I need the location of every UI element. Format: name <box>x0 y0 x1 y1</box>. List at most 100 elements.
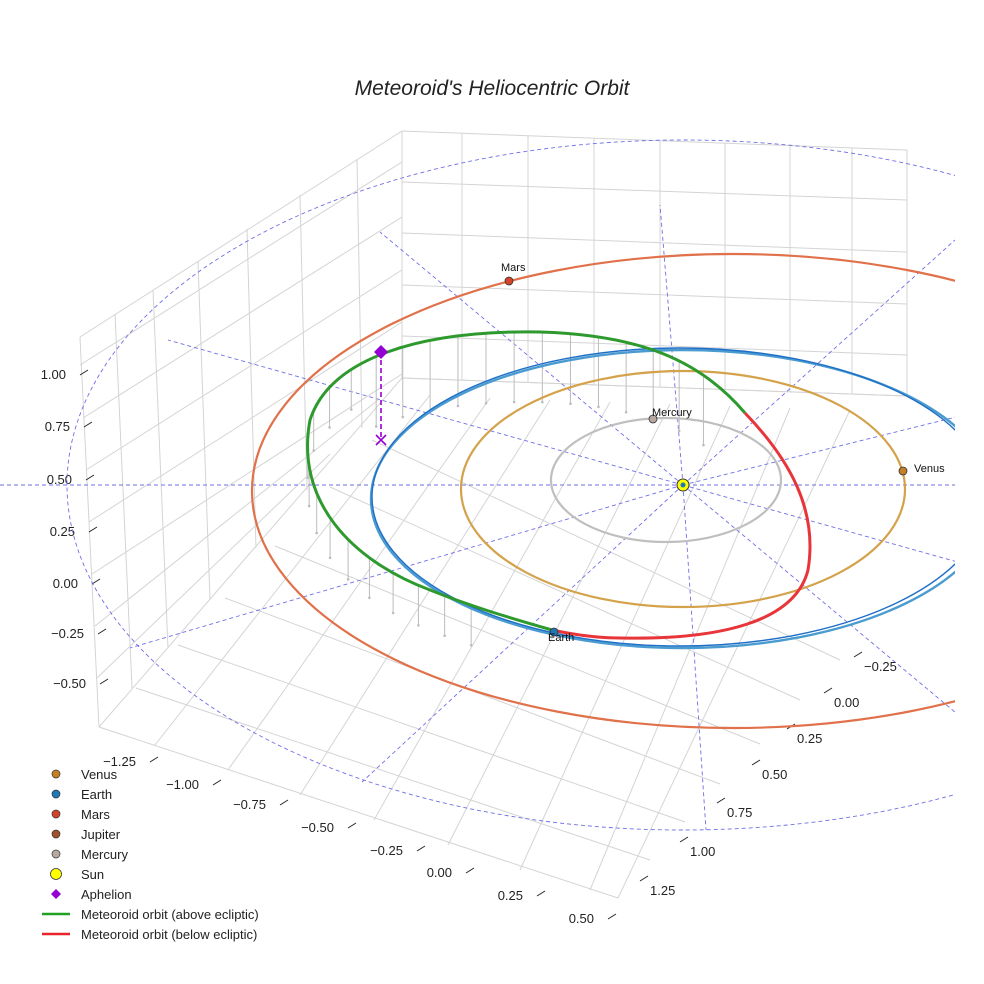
y-tick-label: 0.25 <box>797 731 822 746</box>
legend-marker <box>40 864 72 884</box>
x-tick-label: 0.25 <box>498 888 523 903</box>
dropline-foot <box>312 449 316 452</box>
legend-item-earth: Earth <box>40 784 259 804</box>
aphelion-marker <box>374 345 388 359</box>
dropline-foot <box>417 624 420 627</box>
legend-item-sun: Sun <box>40 864 259 884</box>
dropline-foot <box>624 410 628 414</box>
legend-label: Mars <box>81 806 110 822</box>
x-tick-label: −1.00 <box>166 777 199 792</box>
legend-item-aphelion: Aphelion <box>40 884 259 904</box>
z-tick-mark <box>91 578 101 585</box>
left-wall-grid <box>114 158 363 689</box>
dropline-foot <box>469 643 473 647</box>
legend-label: Sun <box>81 866 105 882</box>
dropline-foot <box>456 404 460 408</box>
y-tick-label: 1.25 <box>650 883 675 898</box>
y-tick-label: 0.50 <box>762 767 787 782</box>
legend-label: Mercury <box>81 846 128 862</box>
x-tick-label: −0.50 <box>301 820 334 835</box>
venus-label: Venus <box>914 463 945 475</box>
y-axis-ticks: −0.25 0.00 0.25 0.50 0.75 1.00 1.25 <box>639 651 897 898</box>
z-tick-label: 0.25 <box>50 524 75 539</box>
venus-orbit <box>459 369 907 609</box>
dropline-foot <box>484 401 488 405</box>
legend-item-mercury: Mercury <box>40 844 259 864</box>
legend-item-mars: Mars <box>40 804 259 824</box>
dropline-foot <box>349 408 353 411</box>
y-tick-mark <box>716 797 726 804</box>
x-tick-mark <box>149 756 159 763</box>
x-tick-label: −0.75 <box>233 797 266 812</box>
dropline-foot <box>443 634 446 637</box>
earth-label: Earth <box>548 632 574 644</box>
legend-marker <box>40 764 72 784</box>
legend-marker <box>40 784 72 804</box>
z-tick-mark <box>88 526 98 533</box>
x-tick-label: 0.00 <box>427 865 452 880</box>
legend-marker <box>40 804 72 824</box>
z-tick-mark <box>97 628 107 635</box>
x-tick-label: 0.50 <box>569 911 594 926</box>
dropline-foot <box>346 578 350 581</box>
legend-label: Jupiter <box>81 826 121 842</box>
aphelion-projection-marker <box>375 434 387 446</box>
dropline-foot <box>374 425 378 428</box>
mars-orbit <box>251 252 955 730</box>
legend: Venus Earth Mars Jupiter Mercury Sun Aphelion M… <box>40 764 259 944</box>
left-wall-grid-h <box>79 161 403 679</box>
x-tick-mark <box>536 890 546 897</box>
earth-planet <box>549 627 559 637</box>
z-tick-label: 0.00 <box>53 576 78 591</box>
dropline-foot <box>328 426 331 429</box>
y-tick-label: 0.75 <box>727 805 752 820</box>
z-axis-ticks: 1.00 0.75 0.50 0.25 0.00 −0.25 −0.50 <box>41 367 109 691</box>
dropline-foot <box>569 402 572 406</box>
z-tick-label: 0.75 <box>45 419 70 434</box>
legend-marker <box>40 884 72 904</box>
legend-label: Meteoroid orbit (below ecliptic) <box>81 926 258 942</box>
legend-label: Meteoroid orbit (above ecliptic) <box>81 906 259 922</box>
x-tick-mark <box>279 799 289 806</box>
dropline-foot <box>306 476 310 480</box>
earth-orbit <box>369 348 955 650</box>
x-tick-mark <box>347 822 357 829</box>
dropline-foot <box>391 611 395 615</box>
x-tick-mark <box>465 867 475 874</box>
dropline-foot <box>512 400 516 404</box>
mars-planet <box>504 276 514 286</box>
orbit-droplines <box>306 332 705 647</box>
x-tick-label: −0.25 <box>370 843 403 858</box>
z-tick-mark <box>85 474 95 481</box>
z-tick-mark <box>83 421 93 428</box>
x-tick-mark <box>212 779 222 786</box>
earth-orbit-inner <box>371 347 955 647</box>
y-tick-mark <box>751 759 761 766</box>
z-tick-mark <box>79 369 89 376</box>
legend-label: Earth <box>81 786 113 802</box>
y-tick-mark <box>823 687 833 694</box>
y-tick-label: 1.00 <box>690 844 715 859</box>
legend-marker <box>40 924 72 944</box>
right-wall-grid-h <box>401 181 908 356</box>
legend-item-meteoroid-orbit-above-ecliptic-: Meteoroid orbit (above ecliptic) <box>40 904 259 924</box>
dropline-foot <box>541 400 544 404</box>
dropline-foot <box>328 556 332 560</box>
legend-item-venus: Venus <box>40 764 259 784</box>
legend-item-meteoroid-orbit-below-ecliptic-: Meteoroid orbit (below ecliptic) <box>40 924 259 944</box>
y-tick-label: 0.00 <box>834 695 859 710</box>
mercury-label: Mercury <box>652 407 692 419</box>
venus-planet <box>898 466 908 476</box>
x-axis-ticks: −1.25 −1.00 −0.75 −0.50 −0.25 0.00 0.25 0.50 <box>103 754 617 926</box>
x-tick-mark <box>416 845 426 852</box>
dropline-foot <box>597 405 600 409</box>
dropline-foot <box>401 415 405 419</box>
y-tick-mark <box>853 651 863 658</box>
meteoroid-orbit-below <box>551 411 812 640</box>
z-tick-label: 1.00 <box>41 367 66 382</box>
ecliptic-radial-lines <box>0 204 955 831</box>
x-tick-mark <box>607 913 617 920</box>
z-tick-label: 0.50 <box>47 472 72 487</box>
legend-label: Venus <box>81 766 118 782</box>
